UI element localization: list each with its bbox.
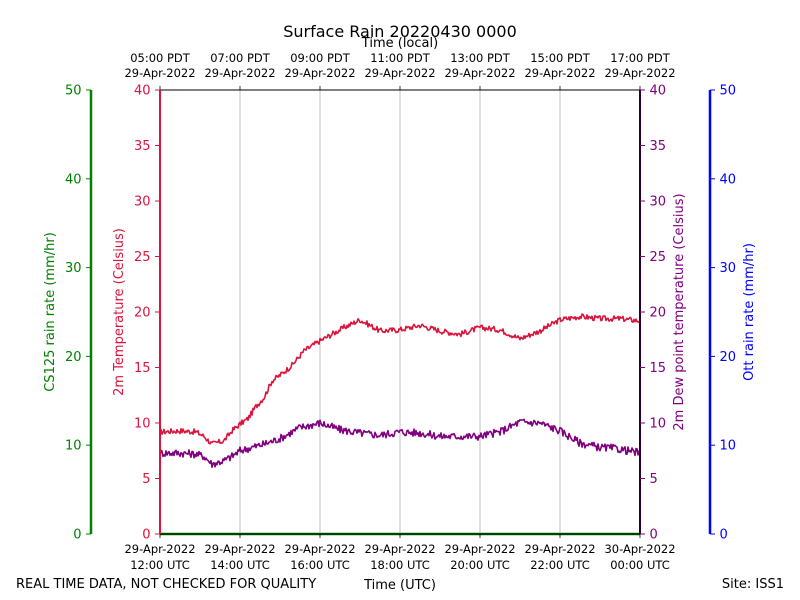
temperature-axis-tick-label: 5 <box>142 472 150 487</box>
cs125-axis-tick-label: 40 <box>65 172 82 187</box>
top-tick-time: 07:00 PDT <box>210 51 271 65</box>
bottom-tick-date: 30-Apr-2022 <box>604 542 675 556</box>
bottom-tick-time: 12:00 UTC <box>130 558 190 572</box>
temperature-axis-tick-label: 30 <box>134 195 151 210</box>
bottom-tick-time: 20:00 UTC <box>450 558 510 572</box>
ott-axis-tick-label: 30 <box>720 261 737 276</box>
bottom-tick-date: 29-Apr-2022 <box>444 542 515 556</box>
x-axis-label: Time (UTC) <box>363 578 436 593</box>
bottom-tick-time: 16:00 UTC <box>290 558 350 572</box>
cs125-axis-tick-label: 10 <box>65 439 82 454</box>
top-tick-date: 29-Apr-2022 <box>604 66 675 80</box>
ott-axis-tick-label: 20 <box>720 350 737 365</box>
cs125-axis-tick-label: 0 <box>73 528 81 543</box>
ott-axis-tick-label: 0 <box>720 528 728 543</box>
cs125-axis-tick-label: 30 <box>65 261 82 276</box>
temperature-axis-tick-label: 0 <box>142 528 150 543</box>
bottom-tick-time: 18:00 UTC <box>370 558 430 572</box>
right-axes: 0 5 10 15 20 25 30 35 40 2m Dew point temperature… <box>640 84 757 543</box>
top-tick-date: 29-Apr-2022 <box>124 66 195 80</box>
cs125-axis-label: CS125 rain rate (mm/hr) <box>43 232 58 392</box>
bottom-tick-date: 29-Apr-2022 <box>524 542 595 556</box>
top-tick-time: 11:00 PDT <box>370 51 431 65</box>
bottom-tick-time: 00:00 UTC <box>610 558 670 572</box>
temperature-axis-label: 2m Temperature (Celsius) <box>112 228 127 396</box>
top-tick-time: 13:00 PDT <box>450 51 511 65</box>
top-tick-time: 09:00 PDT <box>290 51 351 65</box>
top-tick-time: 15:00 PDT <box>530 51 591 65</box>
dewpoint-axis-label: 2m Dew point temperature (Celsius) <box>672 193 687 430</box>
dewpoint-axis-tick-label: 15 <box>650 361 667 376</box>
temperature-axis-tick-label: 35 <box>134 139 151 154</box>
series-line-dewpoint <box>159 418 641 469</box>
top-tick-date: 29-Apr-2022 <box>284 66 355 80</box>
ott-axis-tick-label: 40 <box>720 172 737 187</box>
quality-disclaimer: REAL TIME DATA, NOT CHECKED FOR QUALITY <box>16 577 316 592</box>
top-tick-time: 05:00 PDT <box>130 51 191 65</box>
site-label: Site: ISS1 <box>722 577 784 592</box>
series-line-temperature <box>159 313 641 445</box>
ott-axis-label: Ott rain rate (mm/hr) <box>742 243 757 381</box>
cs125-axis-tick-label: 20 <box>65 350 82 365</box>
bottom-tick-date: 29-Apr-2022 <box>204 542 275 556</box>
top-tick-date: 29-Apr-2022 <box>524 66 595 80</box>
dewpoint-axis-tick-label: 30 <box>650 195 667 210</box>
bottom-tick-date: 29-Apr-2022 <box>124 542 195 556</box>
dewpoint-axis-tick-label: 10 <box>650 417 667 432</box>
dewpoint-axis-tick-label: 0 <box>650 528 658 543</box>
grid-lines <box>239 90 561 534</box>
bottom-tick-date: 29-Apr-2022 <box>284 542 355 556</box>
left-axes: 0 10 20 30 40 50 CS125 rain rate (mm/hr) 0 5 10 15… <box>43 84 160 543</box>
temperature-axis-tick-label: 40 <box>134 84 151 99</box>
temperature-axis-tick-label: 15 <box>134 361 151 376</box>
dewpoint-axis-tick-label: 25 <box>650 250 667 265</box>
bottom-tick-time: 22:00 UTC <box>530 558 590 572</box>
bottom-axis-ticks: 29-Apr-2022 12:00 UTC 29-Apr-2022 14:00 UTC… <box>124 534 676 572</box>
dewpoint-axis-tick-label: 40 <box>650 84 667 99</box>
temperature-axis-tick-label: 20 <box>134 306 151 321</box>
temperature-axis-tick-label: 25 <box>134 250 151 265</box>
dewpoint-axis-tick-label: 20 <box>650 306 667 321</box>
top-tick-date: 29-Apr-2022 <box>444 66 515 80</box>
dewpoint-axis-tick-label: 35 <box>650 139 667 154</box>
ott-axis-tick-label: 50 <box>720 84 737 99</box>
chart-title: Surface Rain 20220430 0000 <box>283 22 517 41</box>
top-axis-label: Time (local) <box>361 36 438 51</box>
top-tick-date: 29-Apr-2022 <box>364 66 435 80</box>
bottom-tick-date: 29-Apr-2022 <box>364 542 435 556</box>
cs125-axis-tick-label: 50 <box>65 84 82 99</box>
top-tick-date: 29-Apr-2022 <box>204 66 275 80</box>
bottom-tick-time: 14:00 UTC <box>210 558 270 572</box>
top-tick-time: 17:00 PDT <box>610 51 671 65</box>
ott-axis-tick-label: 10 <box>720 439 737 454</box>
dewpoint-axis-tick-label: 5 <box>650 472 658 487</box>
temperature-axis-tick-label: 10 <box>134 417 151 432</box>
